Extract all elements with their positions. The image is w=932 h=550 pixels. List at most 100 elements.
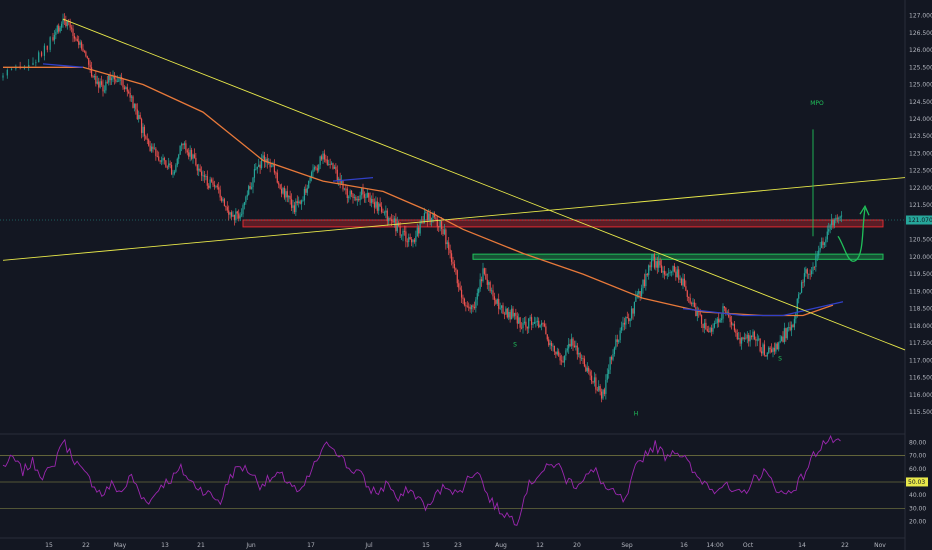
candle-body: [790, 324, 793, 331]
price-axis-tick-13: 120.500: [909, 237, 932, 244]
candle-body: [230, 212, 233, 217]
candle-body: [390, 219, 393, 222]
candle: [729, 313, 731, 328]
candle: [100, 75, 103, 87]
candle-body: [146, 138, 148, 140]
candle: [548, 336, 550, 347]
candle: [149, 140, 151, 152]
candle-body: [58, 25, 60, 32]
candle-body: [509, 311, 511, 320]
candle-body: [326, 159, 328, 165]
candle-body: [773, 347, 776, 352]
candle-body: [695, 307, 697, 317]
candle: [528, 317, 530, 334]
candle: [495, 298, 497, 305]
candle-body: [295, 201, 297, 213]
candle-body: [258, 164, 260, 167]
candle-body: [659, 260, 661, 266]
candle-body: [828, 229, 830, 232]
candle-body: [522, 322, 524, 328]
candle: [686, 289, 688, 302]
candle-body: [330, 163, 333, 165]
candle-body: [488, 282, 490, 285]
candle-body: [365, 197, 367, 199]
candle: [190, 147, 193, 161]
candle-body: [419, 222, 421, 234]
candle: [253, 163, 256, 183]
candle-body: [308, 180, 310, 188]
candle: [776, 342, 778, 350]
candle: [412, 239, 414, 248]
price-axis-tick-18: 118.000: [909, 323, 932, 330]
candle-body: [630, 308, 633, 319]
candle: [483, 267, 486, 276]
candle-body: [329, 163, 331, 165]
candle-body: [35, 62, 37, 64]
candle-body: [369, 197, 371, 203]
candle: [485, 267, 487, 280]
osc-axis-tick-1: 70.00: [909, 453, 926, 460]
candle-body: [712, 327, 714, 332]
candle: [182, 143, 184, 150]
candle: [563, 355, 566, 368]
candle: [335, 163, 337, 174]
candle-body: [602, 389, 604, 399]
candle: [109, 71, 111, 86]
candle-body: [776, 343, 778, 350]
candle-body: [656, 261, 658, 268]
candle: [752, 329, 754, 341]
candle: [558, 348, 560, 357]
candle: [633, 301, 636, 317]
candle-body: [803, 273, 806, 283]
candle-body: [342, 181, 344, 190]
candle: [553, 345, 556, 355]
candle-body: [668, 272, 670, 274]
candle: [120, 72, 123, 86]
candle: [165, 160, 167, 168]
candle-body: [768, 347, 770, 353]
candle-body: [736, 333, 738, 340]
candle: [328, 159, 330, 166]
candle: [660, 259, 663, 273]
candle: [803, 267, 806, 287]
candle: [212, 177, 214, 188]
candle: [46, 45, 48, 53]
candle-body: [182, 143, 184, 146]
candle: [338, 176, 340, 186]
candle-body: [226, 207, 228, 211]
candle: [96, 75, 98, 85]
candle-body: [586, 367, 588, 372]
candle-body: [393, 218, 396, 223]
candle: [409, 233, 411, 240]
candle-body: [358, 199, 360, 201]
candle-body: [466, 305, 468, 307]
candle-body: [296, 201, 298, 204]
candle: [86, 55, 88, 60]
candle: [668, 267, 670, 277]
candle: [820, 237, 823, 249]
candle: [808, 273, 810, 280]
candle-body: [65, 21, 67, 27]
candle: [423, 207, 426, 224]
candle-body: [455, 268, 457, 271]
candle: [813, 266, 816, 271]
candle-body: [812, 266, 814, 271]
candle-body: [395, 218, 397, 232]
candle-body: [75, 38, 77, 40]
candle-body: [680, 278, 683, 286]
candle-body: [689, 297, 691, 304]
candle: [325, 154, 327, 163]
candle-body: [749, 335, 751, 342]
candle-body: [2, 75, 4, 78]
candle: [759, 338, 761, 353]
candle-body: [682, 278, 684, 286]
candle: [832, 218, 834, 229]
candle: [760, 347, 763, 357]
candle: [35, 59, 37, 67]
candle: [496, 298, 498, 306]
candle: [610, 355, 613, 365]
candle: [692, 298, 694, 307]
candle-body: [386, 210, 388, 222]
price-axis-tick-15: 119.500: [909, 271, 932, 278]
candle: [38, 50, 40, 63]
